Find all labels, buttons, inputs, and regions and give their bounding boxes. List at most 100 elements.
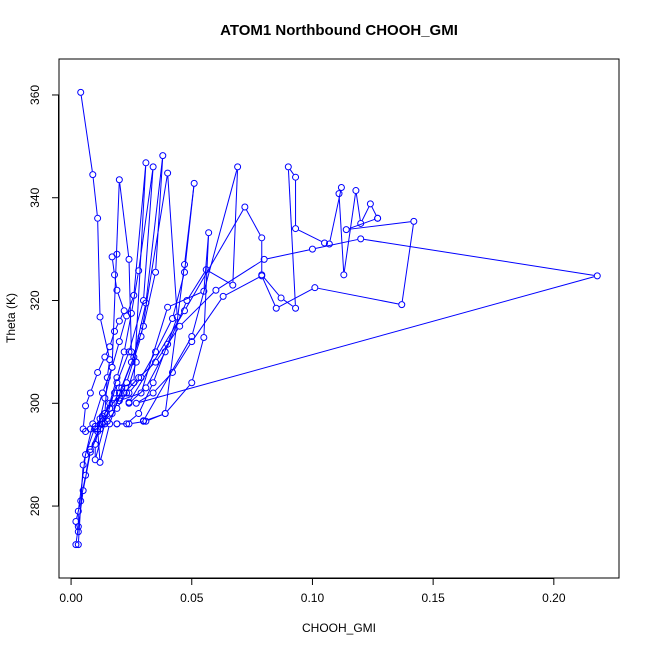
data-point: [183, 297, 191, 305]
data-point: [120, 348, 128, 356]
series-segment: [141, 310, 168, 390]
series-segment: [80, 95, 93, 172]
data-point: [357, 235, 365, 243]
series-segment: [349, 218, 375, 229]
series-segment: [145, 158, 163, 300]
data-point: [149, 389, 157, 397]
data-point: [366, 200, 374, 208]
series-segment: [147, 354, 165, 386]
data-point: [82, 451, 90, 459]
series-segment: [120, 365, 131, 391]
series-segment: [156, 321, 172, 350]
data-point: [115, 389, 123, 397]
series-segment: [97, 221, 101, 314]
series-segment: [139, 276, 595, 403]
series-segment: [185, 209, 244, 309]
y-axis-label: Theta (K): [4, 293, 18, 343]
data-point: [125, 389, 133, 397]
data-point: [398, 301, 406, 309]
series-segment: [105, 349, 109, 355]
series-segment: [78, 457, 86, 508]
series-segment: [192, 340, 204, 380]
data-point: [103, 374, 111, 382]
series-segment: [114, 278, 117, 287]
series-segment: [246, 209, 261, 236]
data-point: [113, 286, 121, 294]
series-segment: [208, 270, 231, 284]
data-point: [108, 399, 116, 407]
series-segment: [138, 394, 151, 402]
data-point: [77, 88, 85, 96]
x-tick-label: 0.15: [421, 591, 445, 605]
x-tick-label: 0.10: [301, 591, 325, 605]
series-segment: [193, 298, 222, 340]
series-segment: [98, 359, 104, 370]
series-segment: [110, 334, 114, 344]
data-point: [111, 389, 119, 397]
data-point: [135, 374, 143, 382]
y-tick-label: 360: [28, 85, 42, 105]
data-point: [335, 190, 343, 198]
series-segment: [122, 393, 139, 401]
x-axis: 0.00 0.05 0.10 0.15 0.20: [59, 578, 566, 605]
data-point: [139, 322, 147, 330]
data-point: [135, 267, 143, 275]
data-point: [130, 291, 138, 299]
y-tick-label: 340: [28, 187, 42, 207]
series-segment: [117, 293, 124, 308]
data-point: [89, 171, 97, 179]
data-point: [108, 363, 116, 371]
series-segment: [338, 197, 345, 272]
series-segment: [155, 374, 171, 391]
x-tick-label: 0.00: [59, 591, 83, 605]
series-segment: [86, 396, 90, 403]
data-point: [108, 410, 116, 418]
series-segment: [120, 313, 124, 319]
series-segment: [173, 344, 191, 370]
data-point: [321, 239, 329, 247]
data-point: [96, 458, 104, 466]
data-point: [292, 173, 300, 181]
data-point: [139, 417, 147, 425]
series-segment: [117, 355, 124, 375]
data-point: [96, 313, 104, 321]
series-segment: [267, 249, 310, 260]
data-point: [79, 425, 87, 433]
series-segment: [188, 272, 205, 298]
series-segment: [97, 432, 101, 460]
series-segment: [95, 427, 105, 457]
data-point: [91, 440, 99, 448]
series-segment: [82, 409, 86, 426]
data-point: [284, 163, 292, 171]
data-point: [152, 348, 160, 356]
data-point: [152, 358, 160, 366]
series-segment: [283, 299, 294, 307]
data-point: [149, 379, 157, 387]
data-point: [72, 541, 80, 549]
series-segment: [83, 427, 93, 462]
data-point: [168, 315, 176, 322]
series-segment: [232, 170, 238, 282]
series-segment: [131, 273, 139, 311]
series-segment: [279, 288, 313, 308]
data-point: [98, 412, 106, 420]
series-segment: [75, 529, 79, 542]
data-point: [161, 348, 169, 356]
series-segment: [371, 206, 377, 216]
series-segment: [181, 292, 214, 325]
y-tick-label: 300: [28, 393, 42, 413]
series-segment: [140, 364, 154, 376]
series-segment: [112, 260, 115, 272]
series-segment: [119, 319, 127, 339]
data-point: [115, 176, 123, 184]
data-point: [142, 159, 150, 167]
data-point: [113, 379, 121, 387]
data-point: [82, 471, 90, 479]
series-segment: [361, 206, 370, 221]
data-point: [111, 271, 119, 279]
data-point: [94, 214, 102, 222]
data-point: [219, 292, 227, 300]
series-segment: [203, 236, 209, 335]
series-segment: [85, 452, 91, 472]
data-point: [115, 394, 123, 402]
